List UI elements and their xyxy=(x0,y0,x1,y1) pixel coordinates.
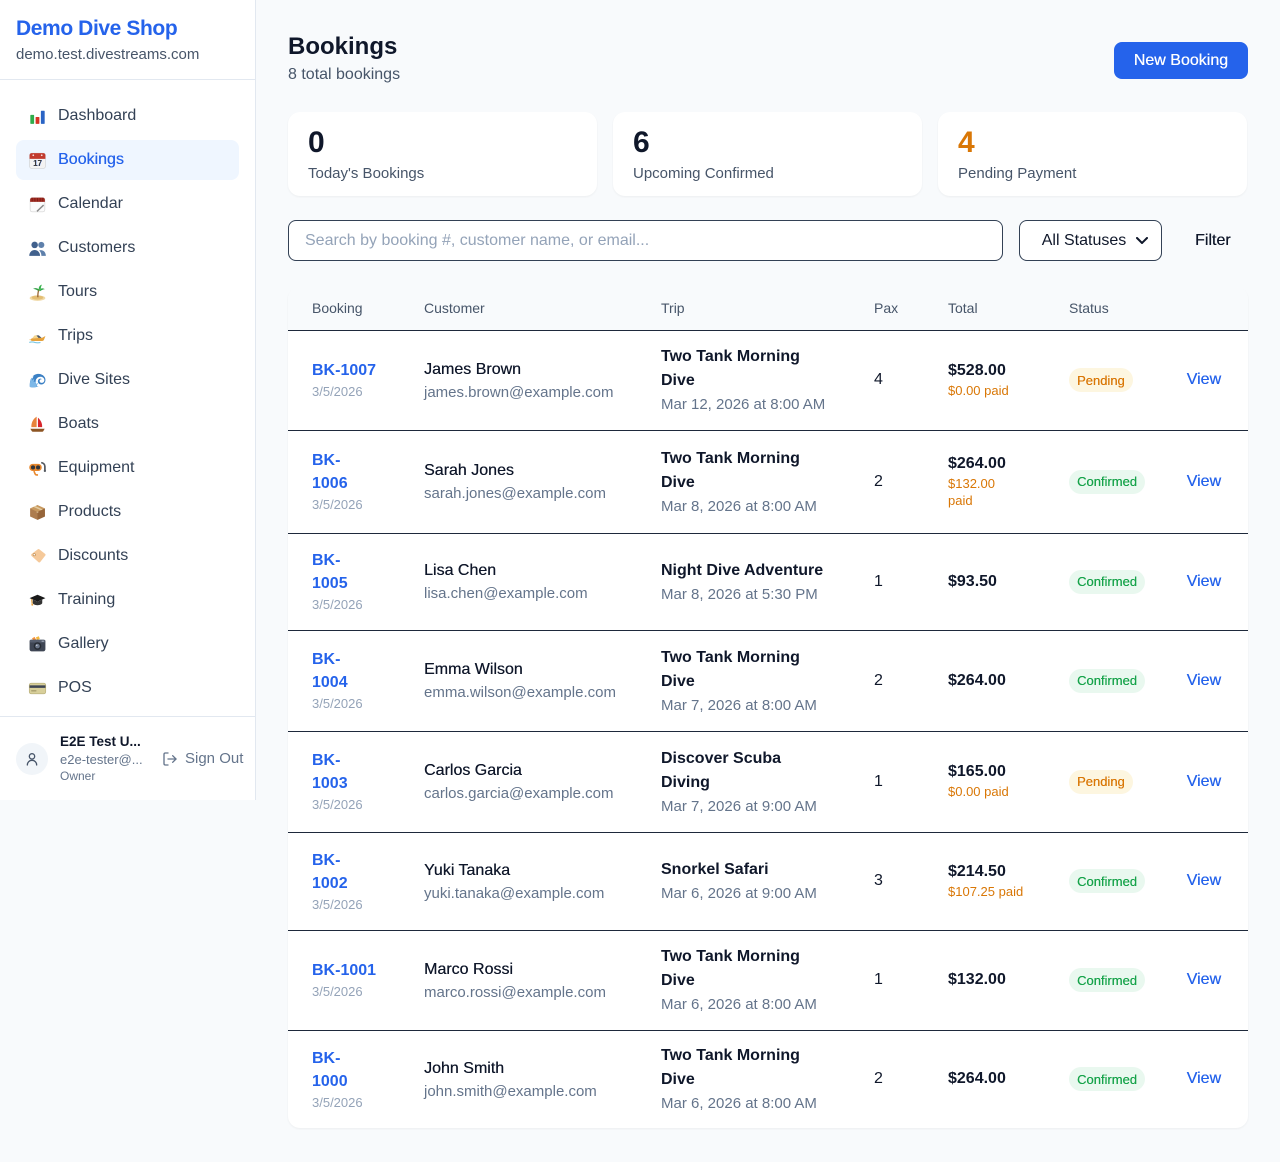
svg-text:17: 17 xyxy=(33,159,42,168)
